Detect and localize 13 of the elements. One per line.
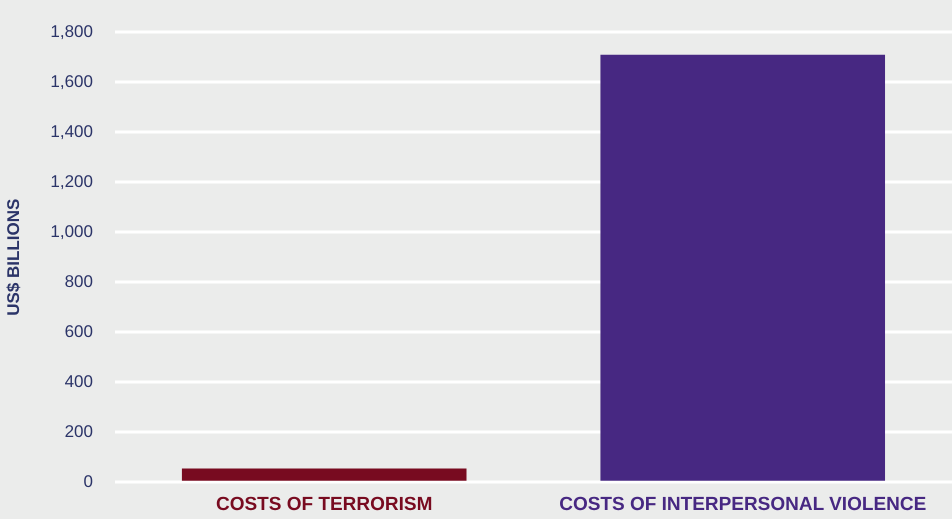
y-tick-label: 1,600 <box>50 72 93 91</box>
y-tick-label: 1,400 <box>50 122 93 141</box>
y-tick-label: 600 <box>64 322 93 341</box>
y-tick-label: 1,200 <box>50 172 93 191</box>
y-tick-label: 1,000 <box>50 222 93 241</box>
y-tick-label: 1,800 <box>50 22 93 41</box>
x-tick-label: COSTS OF TERRORISM <box>216 494 432 515</box>
y-tick-label: 200 <box>64 422 93 441</box>
y-tick-label: 0 <box>83 472 93 491</box>
x-tick-label: COSTS OF INTERPERSONAL VIOLENCE <box>559 494 926 515</box>
y-axis-title: US$ BILLIONS <box>4 198 23 316</box>
y-tick-label: 400 <box>64 372 93 391</box>
y-tick-label: 800 <box>64 272 93 291</box>
